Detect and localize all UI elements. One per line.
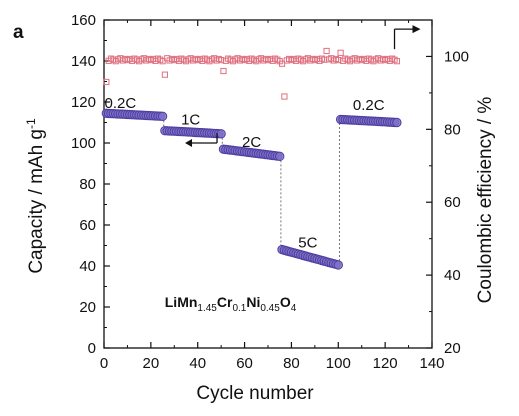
plot-frame [103,19,433,349]
efficiency-point [335,56,342,64]
formula-subscript: 0.45 [260,303,280,314]
formula-subscript: 1.45 [197,303,217,314]
efficiency-point [161,71,169,78]
y-left-tick-label: 20 [79,299,96,316]
y-left-tick-label: 60 [79,217,96,234]
formula-element: Cr [217,294,233,310]
capacity-point [392,117,402,128]
rate-label: 1C [181,112,200,129]
efficiency-point [218,56,225,64]
y-right-tick-label: 60 [444,194,461,211]
formula-subscript: 4 [291,303,297,314]
y-left-tick-label: 80 [79,176,96,193]
rate-label: 0.2C [353,97,385,114]
formula-element: Ni [246,294,260,310]
efficiency-point [323,47,330,55]
x-tick-label: 100 [326,355,351,372]
efficiency-point [393,58,400,65]
y-right-tick-label: 40 [444,267,461,284]
efficiency-point [281,93,288,100]
efficiency-axis-arrow-head [412,25,421,34]
x-tick-label: 20 [143,355,160,372]
x-tick-label: 60 [236,355,253,372]
formula-subscript: 0.1 [232,303,246,314]
efficiency-point [278,60,286,67]
y-left-tick-label: 160 [71,12,96,29]
capacity-point [157,111,168,122]
x-axis-title: Cycle number [196,383,314,404]
rate-label: 2C [242,134,261,151]
x-tick-label: 0 [100,355,108,372]
x-tick-label: 120 [373,355,398,372]
y-right-tick-label: 80 [444,121,461,138]
capacity-point [333,260,343,270]
formula-element: LiMn [165,294,198,310]
y-axis-right-title: Coulombic efficiency / % [475,97,496,304]
capacity-axis-arrow-head [185,139,193,147]
rate-label: 0.2C [105,95,137,112]
y-right-tick-label: 20 [444,340,461,357]
x-tick-label: 40 [189,355,206,372]
capacity-point [275,151,285,162]
panel-label: a [13,22,24,43]
efficiency-point [103,78,110,86]
y-left-tick-label: 140 [71,53,96,70]
formula-element: O [280,294,291,310]
y-left-tick-label: 40 [79,258,96,275]
rate-label: 5C [298,235,317,252]
x-tick-label: 80 [283,355,300,372]
y-left-tick-label: 100 [71,135,96,152]
y-right-tick-label: 100 [444,48,469,65]
y-axis-left-title-superscript: -1 [24,118,38,129]
efficiency-point [220,67,227,75]
y-axis-left-title: Capacity / mAh g-1 [24,118,47,274]
compound-formula: LiMn1.45Cr0.1Ni0.45O4 [165,294,297,314]
efficiency-point [321,56,328,63]
y-left-tick-label: 120 [71,94,96,111]
y-axis-left-title-text: Capacity / mAh g [26,129,47,274]
chart-marks: 0 20 40 60 80 100 120 140 0 20 40 60 80 100 120 140 160 2… [71,12,469,372]
x-tick-label: 140 [419,355,444,372]
capacity-point [216,129,226,139]
y-left-tick-label: 0 [88,340,96,357]
efficiency-point [337,49,344,56]
